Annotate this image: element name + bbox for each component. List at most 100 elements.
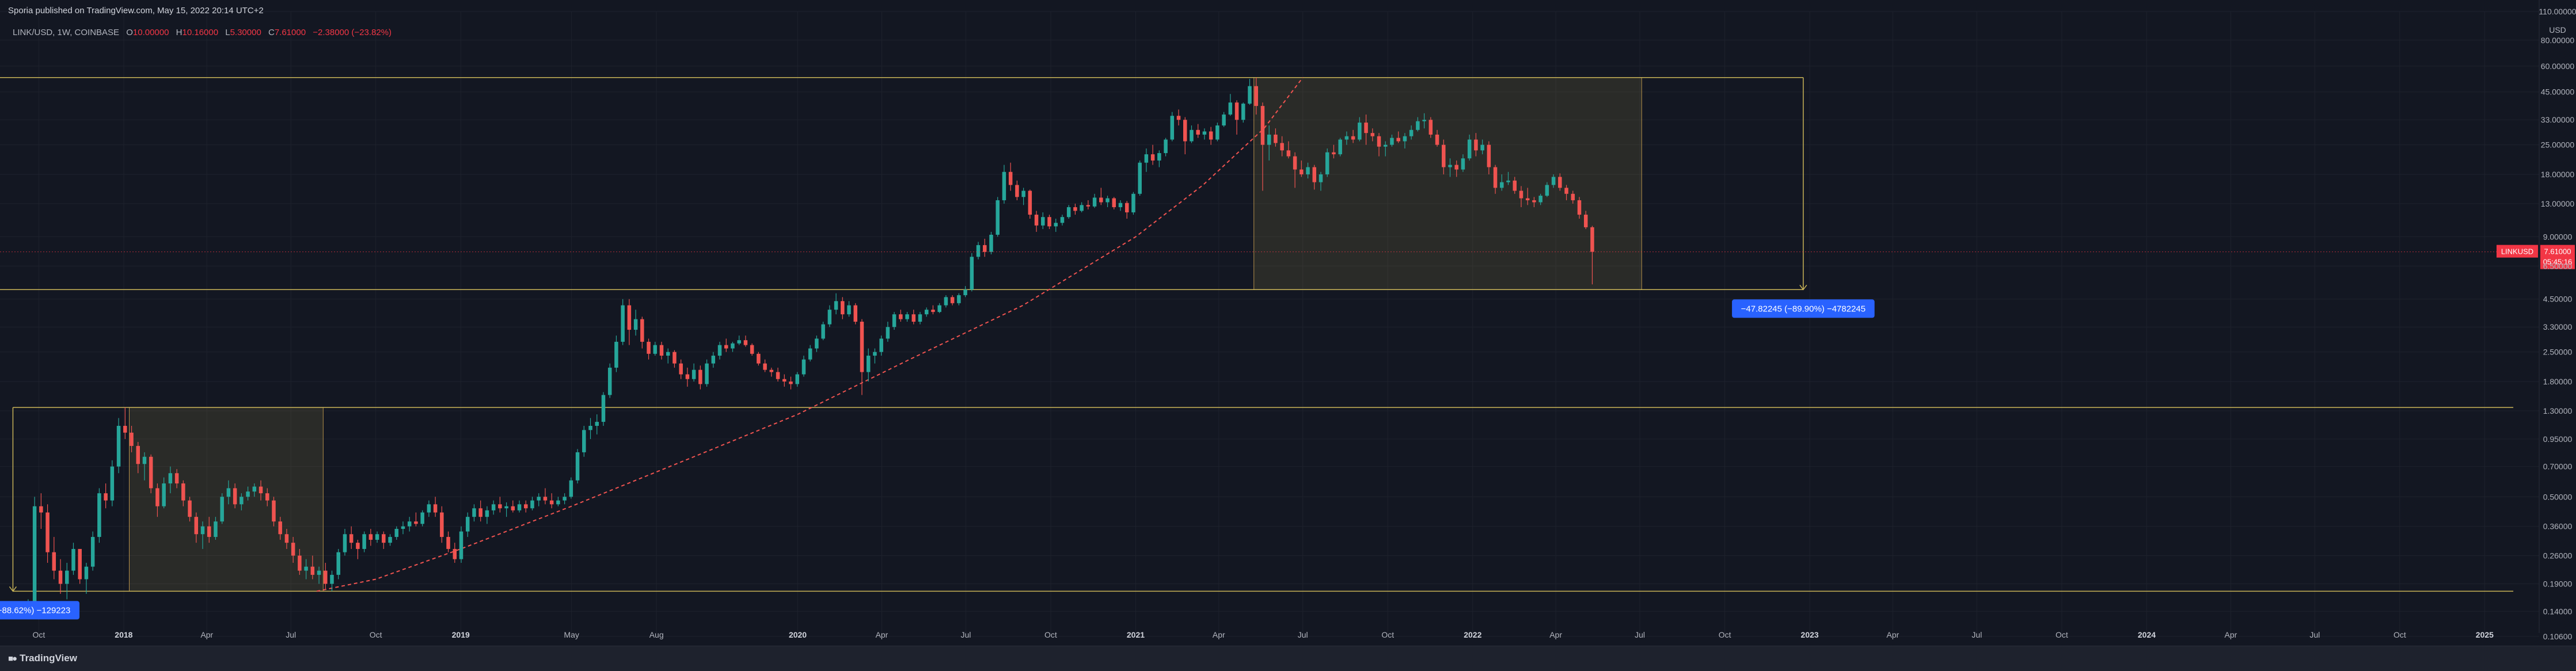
candle-down	[259, 480, 263, 501]
candle-down	[1293, 152, 1297, 188]
candle-body	[1513, 180, 1517, 191]
candle-down	[543, 488, 548, 505]
candle-body	[911, 314, 916, 322]
candle-body	[84, 566, 89, 580]
candle-body	[860, 322, 864, 372]
candle-up	[1021, 188, 1025, 205]
candle-down	[1558, 173, 1562, 191]
candle-down	[433, 497, 438, 517]
candle-up	[1448, 158, 1452, 177]
candle-up	[1138, 160, 1142, 196]
candle-body	[97, 493, 101, 537]
candle-down	[1435, 129, 1439, 147]
candle-body	[440, 512, 444, 537]
candle-body	[1409, 129, 1414, 136]
candle-down	[188, 497, 192, 522]
candle-down	[1377, 133, 1381, 157]
candle-up	[1105, 196, 1110, 208]
tradingview-logo[interactable]: ■● TradingView	[8, 653, 77, 664]
close-value: 7.61000	[274, 28, 306, 37]
candle-up	[1144, 148, 1149, 172]
candle-body	[692, 369, 696, 379]
candle-body	[1176, 116, 1181, 120]
candle-body	[291, 543, 295, 556]
time-tick-label: 2024	[2138, 630, 2156, 639]
time-tick-label: 2025	[2476, 630, 2494, 639]
candle-up	[1041, 212, 1045, 230]
candle-up	[666, 348, 670, 364]
candle-body	[1274, 134, 1278, 143]
candle-body	[343, 534, 347, 552]
candle-up	[873, 348, 877, 364]
price-axis[interactable]: USD 110.00000 80.00000 60.00000 45.00000 33.0…	[2539, 0, 2576, 641]
candle-down	[104, 483, 108, 509]
candle-body	[1480, 144, 1484, 151]
candle-body	[1532, 200, 1536, 203]
candle-up	[420, 510, 424, 527]
candle-body	[970, 257, 974, 290]
candle-body	[1209, 131, 1213, 140]
candle-up	[427, 500, 431, 517]
candle-body	[349, 534, 354, 543]
candle-down	[194, 512, 199, 543]
price-tag-value: 7.61000	[2544, 247, 2571, 256]
candle-up	[537, 493, 541, 506]
candle-body	[65, 570, 69, 584]
candle-body	[614, 341, 618, 368]
candle-down	[1286, 141, 1291, 159]
candle-up	[944, 295, 948, 308]
candle-body	[1564, 188, 1568, 194]
candle-down	[136, 441, 140, 474]
candle-up	[330, 570, 334, 592]
candle-body	[1170, 116, 1175, 140]
candle-up	[1409, 125, 1414, 140]
candle-body	[769, 369, 774, 372]
candle-body	[782, 379, 787, 382]
candle-body	[104, 493, 108, 501]
candle-body	[433, 504, 438, 513]
candle-up	[905, 312, 909, 322]
candle-up	[1215, 123, 1219, 142]
time-tick-label: Apr	[1549, 630, 1562, 639]
candle-body	[963, 289, 967, 295]
candle-body	[711, 356, 716, 364]
price-tick-label: 4.50000	[2543, 295, 2573, 304]
candle-up	[162, 477, 166, 509]
candle-down	[414, 512, 418, 527]
candle-up	[601, 392, 606, 426]
candle-down	[1474, 133, 1478, 157]
candle-body	[1312, 167, 1317, 182]
candle-body	[1293, 156, 1297, 170]
candle-body	[1558, 177, 1562, 188]
time-tick-label: 2020	[789, 630, 807, 639]
price-tick-label: 1.30000	[2543, 406, 2573, 415]
lower-measure-label-text: −1.29223 (−88.62%) −129223	[0, 605, 70, 615]
candle-down	[1525, 188, 1530, 205]
candle-body	[310, 566, 315, 575]
candle-up	[459, 526, 463, 563]
time-axis[interactable]: Oct 2018 Apr Jul Oct 2019 May Aug 2020 Apr Jul Oct 2…	[32, 630, 2494, 639]
candle-body	[1370, 133, 1375, 136]
candle-body	[123, 426, 127, 433]
candle-up	[731, 341, 735, 352]
time-tick-label: Oct	[32, 630, 45, 639]
candle-up	[65, 563, 69, 600]
candle-down	[931, 305, 935, 315]
candle-down	[149, 454, 153, 494]
candle-up	[711, 352, 716, 368]
time-tick-label: 2019	[452, 630, 470, 639]
candle-body	[886, 327, 890, 339]
candle-up	[621, 299, 625, 345]
candle-body	[1060, 217, 1065, 223]
price-chart[interactable]: −47.82245 (−89.90%) −4782245 −1.29223 (−8…	[0, 0, 2576, 646]
candle-body	[1461, 158, 1465, 170]
candle-body	[517, 504, 522, 510]
candle-down	[453, 543, 457, 563]
candle-down	[1112, 197, 1116, 209]
chart-annotations	[0, 77, 2514, 592]
time-tick-label: Oct	[2056, 630, 2068, 639]
candle-up	[847, 301, 851, 317]
candle-body	[899, 314, 903, 319]
candle-body	[1241, 104, 1245, 120]
candle-body	[401, 526, 405, 529]
